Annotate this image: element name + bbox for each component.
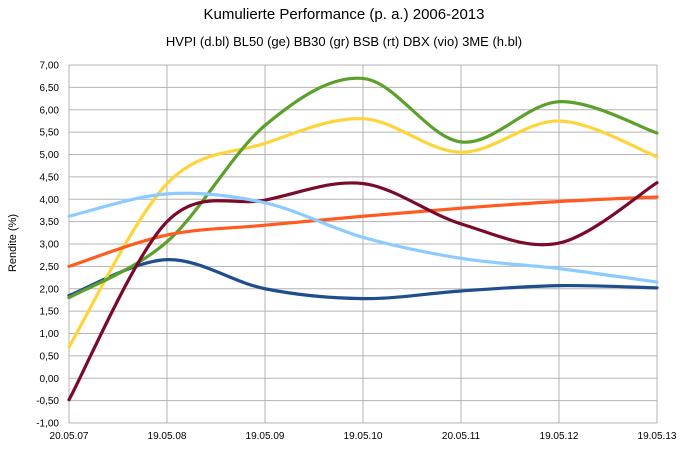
series-line-3me	[67, 191, 659, 284]
x-axis-ticks: 20.05.07 19.05.08 19.05.09 19.05.10 20.05.11…	[50, 431, 677, 442]
x-tick-label: 19.05.13	[638, 431, 677, 442]
y-axis-title: Rendite (%)	[7, 214, 19, 272]
y-tick-label: 5,00	[40, 150, 60, 161]
y-tick-label: 0,00	[40, 374, 60, 385]
x-tick-label: 20.05.11	[442, 431, 481, 442]
y-tick-label: 2,00	[40, 284, 60, 295]
y-tick-label: 7,00	[40, 61, 60, 72]
y-tick-label: -0,50	[36, 396, 59, 407]
x-tick-label: 19.05.09	[246, 431, 285, 442]
y-tick-label: 1,00	[40, 329, 60, 340]
x-tick-label: 19.05.12	[540, 431, 579, 442]
y-tick-label: 6,00	[40, 105, 60, 116]
chart-subtitle: HVPI (d.bl) BL50 (ge) BB30 (gr) BSB (rt)…	[165, 34, 523, 49]
y-tick-label: 1,50	[40, 307, 60, 318]
y-tick-label: -1,00	[36, 419, 59, 430]
y-tick-label: 4,00	[40, 195, 60, 206]
x-tick-label: 19.05.10	[344, 431, 383, 442]
y-tick-label: 4,50	[40, 172, 60, 183]
x-tick-label: 20.05.07	[50, 431, 89, 442]
series-lines	[67, 76, 659, 402]
y-tick-label: 2,50	[40, 262, 60, 273]
y-tick-label: 6,50	[40, 83, 60, 94]
y-tick-label: 3,00	[40, 240, 60, 251]
series-line-bb30	[67, 76, 659, 300]
y-tick-label: 5,50	[40, 128, 60, 139]
y-tick-label: 3,50	[40, 217, 60, 228]
series-line-bsb	[67, 195, 659, 268]
x-tick-label: 19.05.08	[148, 431, 187, 442]
y-tick-label: 0,50	[40, 351, 60, 362]
series-line-hvpi	[67, 258, 659, 301]
chart-title: Kumulierte Performance (p. a.) 2006-2013	[203, 6, 485, 23]
y-axis-ticks: -1,00 -0,50 0,00 0,50 1,00 1,50 2,00 2,50 3,00 3,…	[36, 61, 59, 430]
series-line-dbx	[67, 181, 659, 402]
series-line-bl50	[67, 117, 659, 349]
